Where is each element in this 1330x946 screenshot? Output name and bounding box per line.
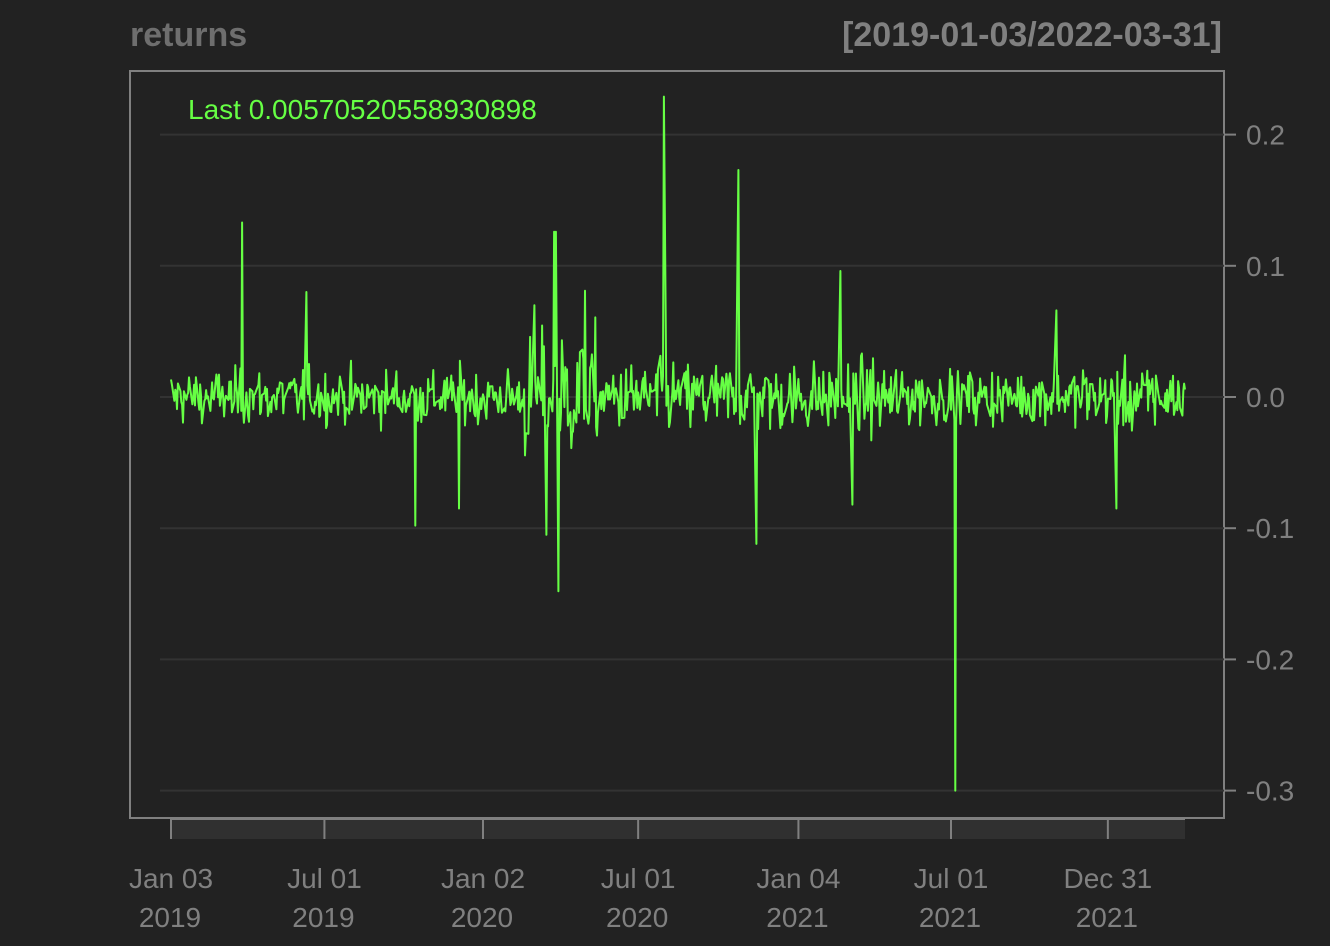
x-tick-year: 2020 bbox=[451, 902, 513, 933]
x-tick-label: Jul 01 bbox=[601, 863, 676, 894]
x-tick-year: 2021 bbox=[1076, 902, 1138, 933]
x-tick-year: 2021 bbox=[766, 902, 828, 933]
date-range-label: [2019-01-03/2022-03-31] bbox=[842, 16, 1222, 54]
x-tick-label: Jan 03 bbox=[129, 863, 213, 894]
x-tick-label: Dec 31 bbox=[1063, 863, 1152, 894]
x-tick-year: 2019 bbox=[139, 902, 201, 933]
x-tick-label: Jan 04 bbox=[756, 863, 840, 894]
grid-lines bbox=[160, 133, 1224, 792]
y-axis: 0.2 0.1 0.0 -0.1 -0.2 -0.3 bbox=[1224, 120, 1294, 807]
y-tick-label: 0.0 bbox=[1246, 382, 1285, 413]
x-tick-label: Jan 02 bbox=[441, 863, 525, 894]
x-tick-label: Jul 01 bbox=[287, 863, 362, 894]
y-tick-label: -0.3 bbox=[1246, 776, 1294, 807]
x-tick-year: 2019 bbox=[292, 902, 354, 933]
last-value-label: Last 0.00570520558930898 bbox=[188, 94, 537, 125]
plot-frame bbox=[129, 70, 1225, 819]
x-axis-band bbox=[171, 818, 1185, 839]
chart-title: returns bbox=[130, 16, 247, 54]
x-tick-year: 2021 bbox=[919, 902, 981, 933]
x-axis: Jan 03 2019 Jul 01 2019 Jan 02 2020 Jul 01 2020… bbox=[129, 818, 1185, 933]
y-tick-label: -0.1 bbox=[1246, 513, 1294, 544]
x-tick-label: Jul 01 bbox=[914, 863, 989, 894]
y-tick-label: 0.2 bbox=[1246, 120, 1285, 151]
y-tick-label: 0.1 bbox=[1246, 251, 1285, 282]
y-tick-label: -0.2 bbox=[1246, 644, 1294, 675]
series-line-returns bbox=[170, 95, 1186, 792]
x-tick-year: 2020 bbox=[606, 902, 668, 933]
